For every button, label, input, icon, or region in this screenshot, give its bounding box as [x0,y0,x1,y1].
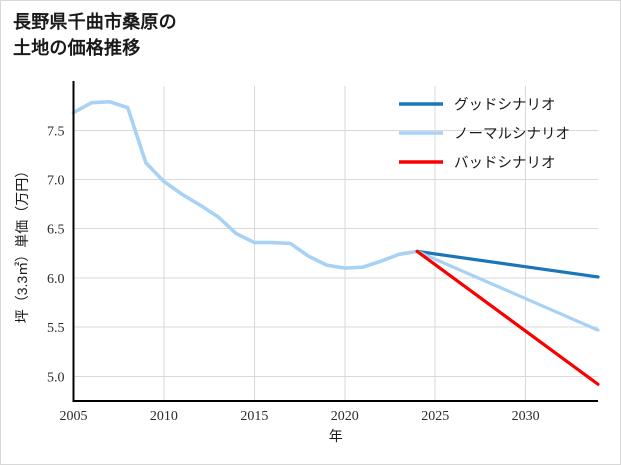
y-tick-label: 5.5 [47,321,65,336]
legend-label-バッドシナリオ: バッドシナリオ [454,156,556,172]
series-line-バッドシナリオ [415,249,600,386]
legend-label-ノーマルシナリオ: ノーマルシナリオ [454,127,570,143]
y-axis-title: 坪（3.3㎡）単価（万円） [14,164,30,323]
series-line-ノーマルシナリオ [415,249,600,332]
x-axis-tick-labels: 2005 2010 2015 2020 2025 2030 [60,409,540,424]
y-tick-label: 6.0 [47,272,65,287]
x-tick-label: 2020 [331,409,359,424]
axis-spines [72,81,598,403]
series-line-グッドシナリオ [415,249,600,279]
y-tick-label: 7.5 [47,124,65,139]
page-title: 長野県千曲市桑原の 土地の価格推移 [13,12,177,59]
x-tick-label: 2015 [240,409,268,424]
y-tick-label: 7.0 [47,174,65,189]
legend-label-グッドシナリオ: グッドシナリオ [454,97,556,114]
series-line-history [71,99,419,270]
x-tick-label: 2025 [421,409,449,424]
series-group [71,99,600,386]
x-tick-label: 2010 [150,409,178,424]
x-tick-label: 2005 [60,409,88,424]
y-tick-label: 5.0 [47,370,65,385]
y-tick-label: 6.5 [47,223,65,238]
axis-titles: 年 坪（3.3㎡）単価（万円） [14,164,343,444]
y-axis-tick-labels: 5.0 5.5 6.0 6.5 7.0 7.5 [47,124,65,385]
x-tick-label: 2030 [512,409,540,424]
x-axis-title: 年 [329,428,343,444]
